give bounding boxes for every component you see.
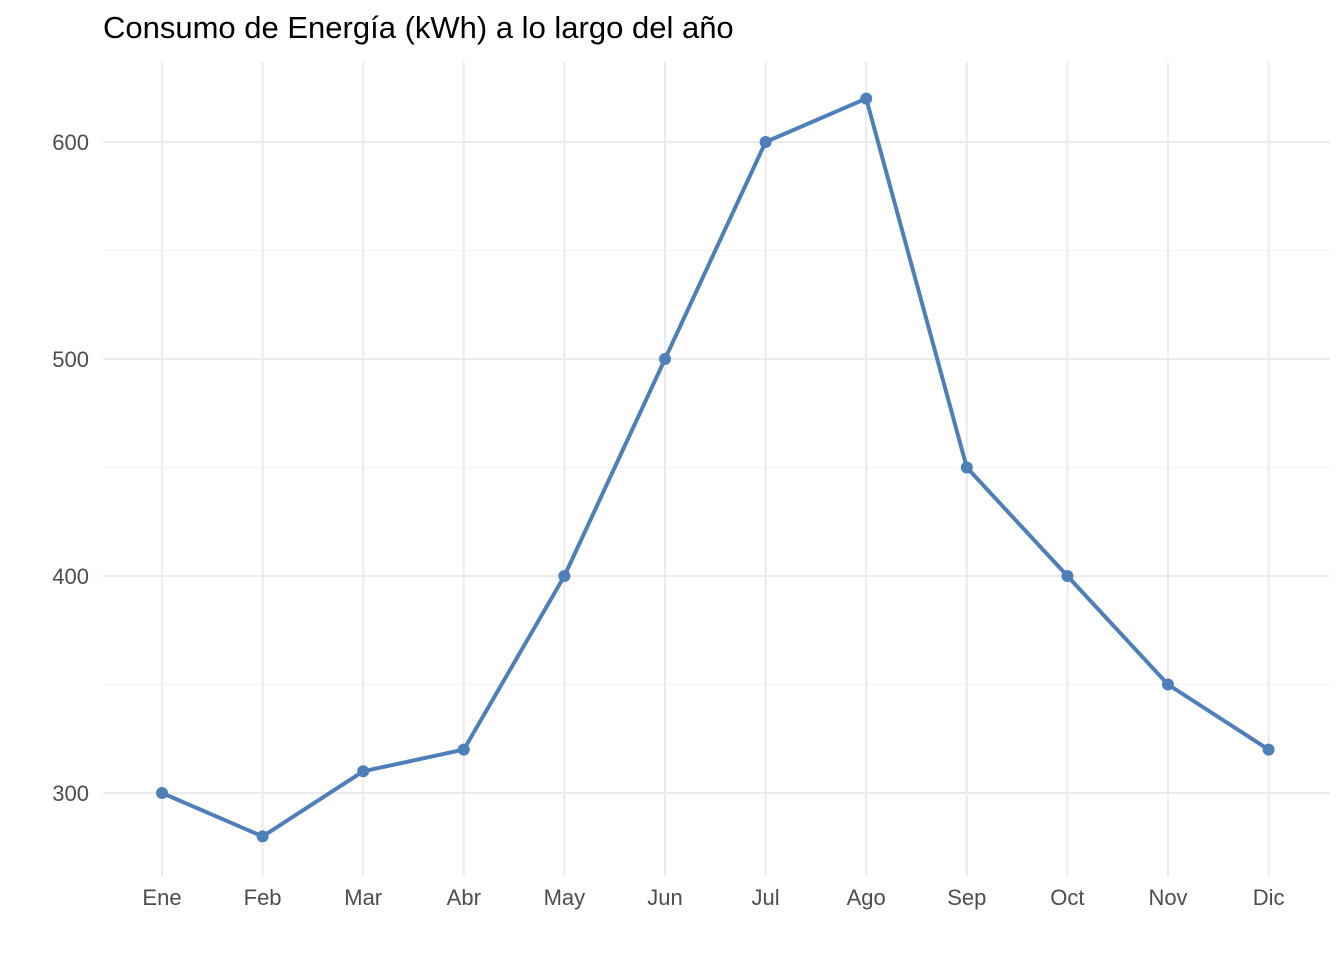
data-point (1061, 570, 1074, 582)
x-tick-label: Dic (1253, 885, 1285, 910)
x-tick-label: Nov (1148, 885, 1187, 910)
data-point (156, 787, 168, 799)
x-tick-label: Ago (847, 885, 886, 910)
data-point (860, 92, 873, 105)
y-tick-label: 300 (52, 781, 89, 806)
data-point (1262, 743, 1275, 756)
data-point (357, 765, 370, 778)
data-point (960, 461, 973, 474)
data-point (256, 830, 269, 843)
data-point (759, 136, 772, 148)
grid-lines (103, 62, 1330, 876)
x-tick-label: Sep (947, 885, 986, 910)
chart-title: Consumo de Energía (kWh) a lo largo del … (103, 10, 734, 45)
data-point (1162, 678, 1174, 691)
x-tick-label: Oct (1050, 885, 1084, 910)
x-tick-label: Ene (142, 885, 181, 910)
series-line (160, 96, 1271, 839)
axis-labels: 300 400 500 600 Ene Feb Mar Abr May Jun Jul Ago Sep O… (52, 130, 1284, 910)
y-tick-label: 600 (52, 130, 89, 155)
x-tick-label: Abr (447, 885, 481, 910)
series-layer (156, 92, 1275, 843)
y-tick-label: 400 (52, 564, 89, 589)
x-tick-label: Feb (244, 885, 282, 910)
y-tick-label: 500 (52, 347, 89, 372)
x-tick-label: May (544, 885, 586, 910)
data-point (457, 743, 470, 756)
data-point (659, 353, 671, 365)
x-tick-label: Jun (647, 885, 682, 910)
x-tick-label: Jul (752, 885, 780, 910)
x-tick-label: Mar (344, 885, 382, 910)
data-point (558, 570, 571, 582)
